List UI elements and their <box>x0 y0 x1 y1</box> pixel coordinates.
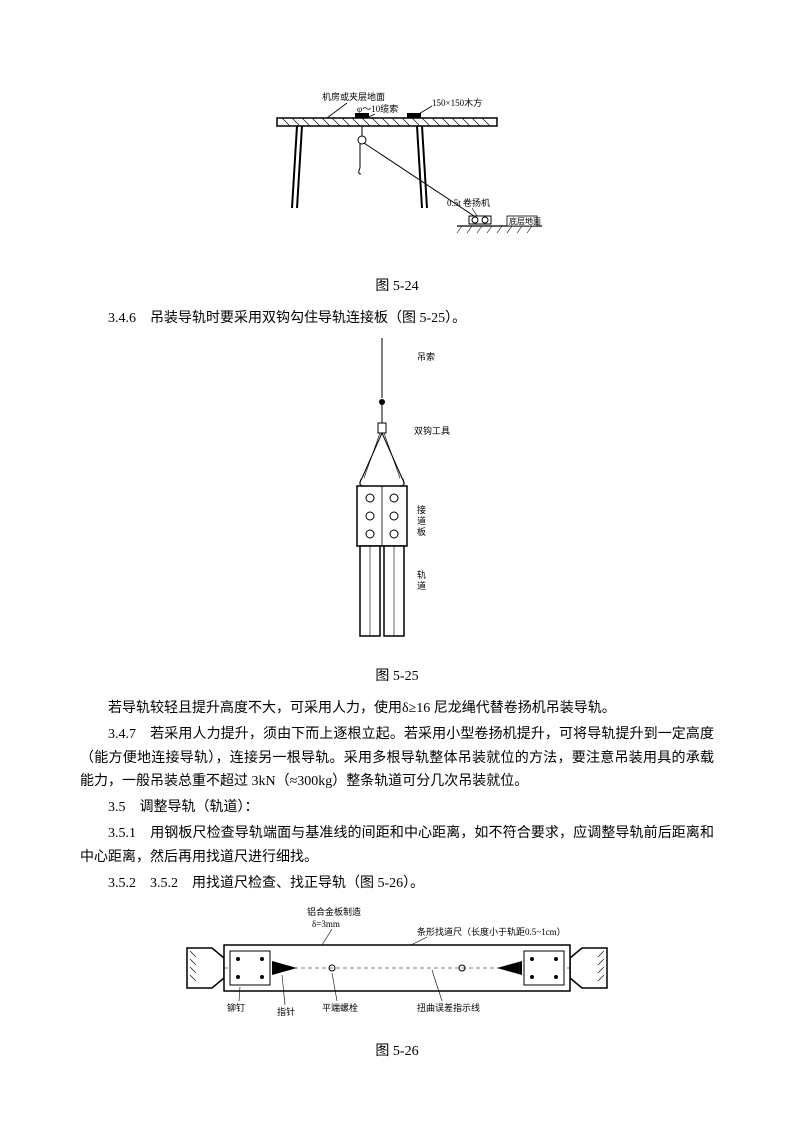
para-3-5-1: 3.5.1 用钢板尺检查导轨端面与基准线的间距和中心距离，如不符合要求，应调整导… <box>80 822 714 870</box>
fig524-label-top2: φ～10缆索 <box>357 103 398 114</box>
para-3-4-7: 3.4.7 若采用人力提升，须由下而上逐根立起。若采用小型卷扬机提升，可将导轨提… <box>80 723 714 794</box>
fig526-label-b3: 平端螺栓 <box>322 1002 358 1013</box>
fig524-label-top1: 机房或夹层地面 <box>322 91 385 102</box>
fig526-label-top2: δ=3mm <box>312 919 340 929</box>
fig524-caption: 图 5-24 <box>80 275 714 299</box>
fig526-label-top1: 铝合金板制造 <box>307 906 361 917</box>
fig524-label-floor: 底层地面 <box>509 216 541 226</box>
para-3-4-6a: 若导轨较轻且提升高度不大，可采用人力，使用δ≥16 尼龙绳代替卷扬机吊装导轨。 <box>80 697 714 721</box>
fig524-label-winch: 0.5t 卷扬机 <box>447 197 490 208</box>
fig526-label-b2: 指针 <box>277 1006 295 1017</box>
fig525-svg: 吊索 双钩工具 接道板 轨道 <box>322 338 472 648</box>
fig525-label-hook: 双钩工具 <box>414 425 450 436</box>
fig525-label-rope: 吊索 <box>417 351 435 362</box>
figure-5-25: 吊索 双钩工具 接道板 轨道 <box>80 338 714 657</box>
para-3-4-6: 3.4.6 吊装导轨时要采用双钩勾住导轨连接板（图 5-25）。 <box>80 307 714 331</box>
fig526-label-right: 条形找道尺（长度小于轨距0.5~1cm） <box>417 926 566 937</box>
figure-5-26: 铝合金板制造 δ=3mm 条形找道尺（长度小于轨距0.5~1cm） <box>80 903 714 1032</box>
fig526-label-b1: 铆钉 <box>227 1002 245 1013</box>
fig525-caption: 图 5-25 <box>80 665 714 689</box>
fig525-label-plate: 接道板 <box>417 504 426 537</box>
para-3-5-2: 3.5.2 3.5.2 用找道尺检查、找正导轨（图 5-26）。 <box>80 872 714 896</box>
fig526-label-b4: 扭曲误差指示线 <box>417 1002 480 1013</box>
para-3-5: 3.5 调整导轨（轨道）： <box>80 796 714 820</box>
fig525-label-rail: 轨道 <box>417 569 426 591</box>
fig526-caption: 图 5-26 <box>80 1040 714 1064</box>
fig524-svg: 机房或夹层地面 φ～10缆索 150×150木方 <box>247 88 547 258</box>
figure-5-24: 机房或夹层地面 φ～10缆索 150×150木方 <box>80 88 714 267</box>
fig526-svg: 铝合金板制造 δ=3mm 条形找道尺（长度小于轨距0.5~1cm） <box>182 903 612 1023</box>
fig524-label-top3: 150×150木方 <box>432 97 482 108</box>
